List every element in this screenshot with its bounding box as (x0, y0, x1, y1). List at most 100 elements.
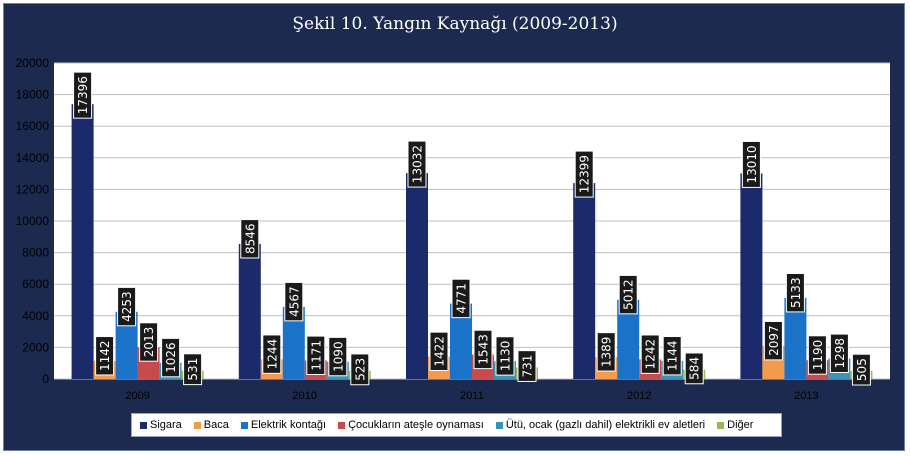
data-label: 1242 (644, 339, 658, 370)
data-label: 1422 (433, 336, 447, 367)
legend-swatch (717, 421, 725, 429)
data-labels: 17396 1142 4253 2013 1026 531 8546 1244 4567 1171… (73, 71, 871, 386)
y-tick-label: 0 (42, 372, 49, 386)
data-label: 2013 (142, 327, 156, 358)
bar (617, 299, 640, 379)
y-axis-ticks: 0 2000 4000 6000 8000 10000 12000 14000 16000 180… (16, 56, 50, 386)
legend-swatch (193, 421, 201, 429)
legend-label: Sigara (150, 419, 182, 431)
data-label-box (763, 320, 783, 361)
data-label: 1190 (811, 340, 825, 371)
data-label-box (473, 329, 493, 370)
data-label-box (741, 140, 761, 188)
data-label-box (407, 140, 427, 188)
data-label-box (284, 281, 304, 322)
legend-item: Ütü, ocak (gazlı dahil) elektrikli ev al… (495, 419, 706, 431)
data-label: 1142 (98, 340, 112, 371)
data-label: 1244 (265, 339, 279, 370)
data-label-box (684, 352, 704, 385)
chart-title: Şekil 10. Yangın Kaynağı (2009-2013) (292, 14, 618, 34)
data-label: 5012 (622, 279, 636, 310)
data-label-box (662, 336, 682, 376)
data-label-box (495, 336, 515, 376)
data-label: 523 (353, 358, 367, 381)
data-label-box (451, 278, 471, 319)
data-label-box (640, 334, 660, 374)
y-tick-label: 8000 (22, 246, 49, 260)
data-label-box (73, 71, 93, 119)
data-label: 13010 (745, 145, 759, 183)
data-label-box (183, 353, 203, 386)
data-label-box (161, 337, 181, 378)
legend-swatch (495, 421, 503, 429)
data-label: 1543 (477, 334, 491, 365)
data-label: 4771 (455, 283, 469, 314)
data-label-box (517, 350, 537, 382)
y-tick-label: 4000 (22, 309, 49, 323)
bar (450, 303, 472, 379)
legend-item: Sigara (140, 419, 182, 431)
legend-label: Baca (203, 419, 229, 431)
bar (115, 311, 138, 379)
data-label-box (807, 335, 827, 375)
bar (282, 306, 305, 379)
data-label-box (139, 322, 159, 362)
x-tick-label: 2011 (460, 390, 484, 402)
y-tick-label: 18000 (16, 88, 50, 102)
y-tick-label: 14000 (16, 151, 50, 165)
data-label-box (240, 219, 260, 259)
y-tick-label: 6000 (22, 277, 49, 291)
data-label-box (596, 332, 616, 372)
y-tick-label: 10000 (16, 214, 50, 228)
data-label: 531 (186, 358, 200, 381)
data-label-box (117, 286, 137, 327)
x-tick-label: 2012 (627, 390, 651, 402)
data-label: 4567 (287, 286, 301, 317)
data-label-box (785, 272, 805, 313)
x-tick-label: 2013 (794, 390, 818, 402)
data-label-box (95, 336, 115, 376)
bar (573, 183, 596, 379)
legend-label: Diğer (727, 419, 754, 431)
data-label: 17396 (76, 76, 90, 114)
bar (238, 243, 261, 379)
data-label: 584 (688, 357, 702, 380)
legend-swatch (240, 421, 248, 429)
data-label-box (618, 274, 638, 315)
bar (406, 173, 428, 379)
data-label: 13032 (411, 145, 425, 183)
data-label-box (350, 353, 370, 386)
y-tick-label: 16000 (16, 119, 50, 133)
data-label-box (306, 335, 326, 375)
data-label: 1026 (164, 342, 178, 373)
legend-swatch (140, 421, 147, 429)
data-label: 1389 (600, 337, 614, 368)
legend-label: Çocukların ateşle oynaması (348, 419, 484, 431)
legend-item: Diğer (717, 419, 753, 431)
x-tick-label: 2009 (125, 390, 149, 402)
data-label: 4253 (120, 291, 134, 322)
data-label: 12399 (578, 155, 592, 193)
data-label-box (262, 334, 282, 374)
legend-label: Ütü, ocak (gazlı dahil) elektrikli ev al… (505, 419, 706, 431)
data-label: 1298 (833, 338, 847, 369)
data-label-box (829, 333, 849, 373)
legend-item: Elektrik kontağı (240, 419, 327, 431)
data-label: 5133 (789, 277, 803, 308)
data-label: 1090 (331, 341, 345, 372)
legend-label: Elektrik kontağı (250, 419, 327, 431)
data-label-box (574, 150, 594, 198)
data-label-box (328, 336, 348, 377)
legend-swatch (338, 421, 346, 429)
data-label-box (429, 331, 449, 372)
bar (71, 104, 94, 380)
y-tick-label: 12000 (16, 182, 50, 196)
data-label: 1130 (499, 341, 513, 372)
data-label: 1171 (309, 340, 323, 371)
data-label: 2097 (767, 325, 781, 356)
x-axis-ticks: 2009 2010 2011 2012 2013 (125, 390, 818, 402)
y-tick-label: 20000 (16, 56, 50, 70)
data-label: 1144 (666, 340, 680, 371)
x-tick-label: 2010 (293, 390, 317, 402)
